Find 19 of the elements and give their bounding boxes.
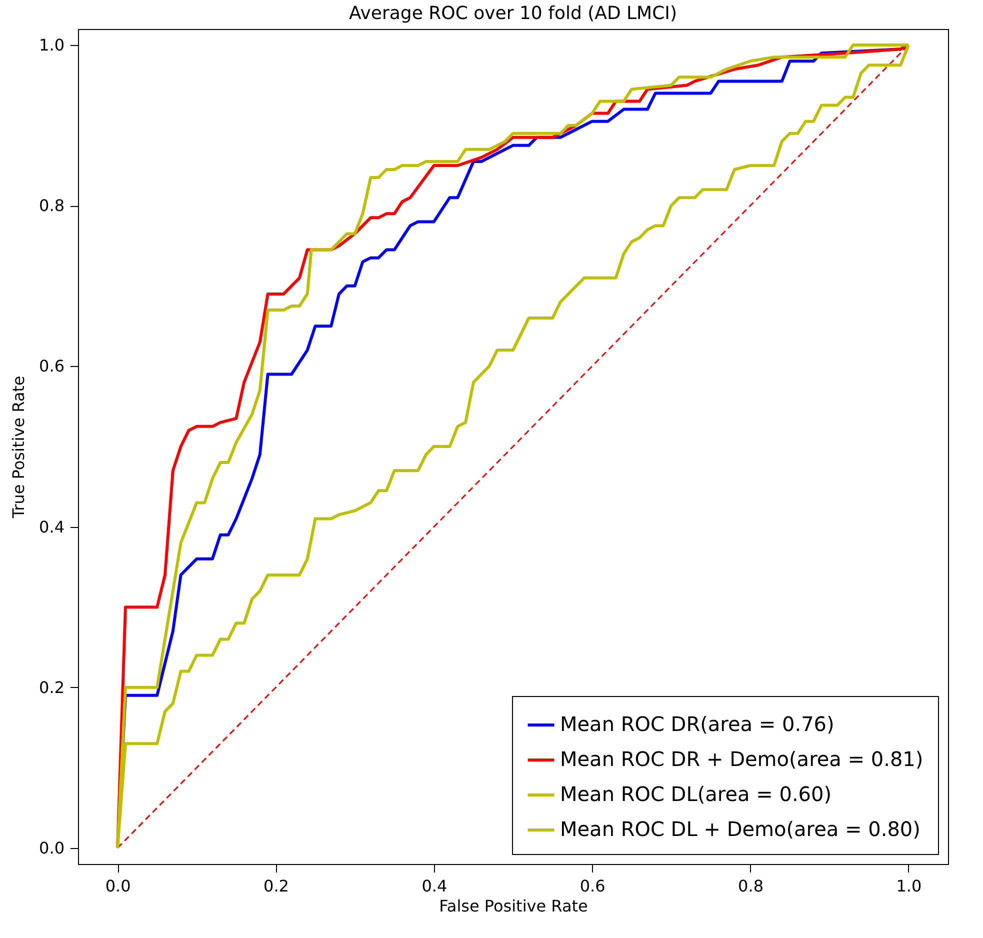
x-tick-label: 0.0 (105, 876, 131, 896)
legend-label: Mean ROC DL + Demo(area = 0.80) (560, 817, 920, 841)
y-tick-label: 0.6 (39, 356, 64, 376)
y-tick-label: 1.0 (39, 36, 64, 55)
y-axis-title: True Positive Rate (9, 376, 28, 520)
x-tick-label: 0.2 (264, 876, 289, 896)
y-tick-label: 0.8 (39, 196, 64, 216)
x-tick-label: 0.6 (580, 876, 606, 896)
y-tick-label: 0.0 (39, 838, 64, 858)
x-tick-label: 0.4 (422, 876, 448, 896)
y-tick-label: 0.2 (39, 678, 64, 697)
legend-label: Mean ROC DL(area = 0.60) (560, 782, 832, 806)
legend-label: Mean ROC DR(area = 0.76) (560, 712, 834, 736)
y-tick-label: 0.4 (39, 517, 64, 536)
x-axis-title: False Positive Rate (439, 896, 588, 916)
x-tick-label: 0.8 (738, 876, 764, 896)
chart-title: Average ROC over 10 fold (AD LMCI) (349, 3, 677, 24)
legend-label: Mean ROC DR + Demo(area = 0.81) (560, 747, 924, 771)
x-tick-label: 1.0 (896, 876, 922, 896)
